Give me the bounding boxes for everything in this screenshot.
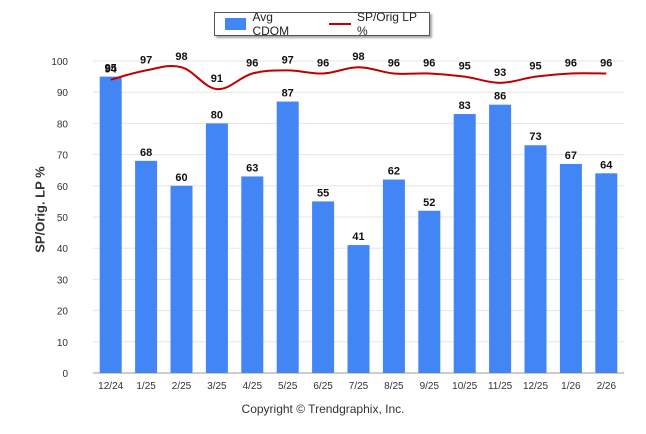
line-series (110, 64, 607, 91)
line-label-5: 97 (282, 54, 294, 66)
x-tick-label-12: 12/25 (523, 381, 548, 392)
x-tick-label-2: 2/25 (172, 381, 192, 392)
bar-6 (312, 201, 335, 373)
legend-swatch-bars (225, 18, 247, 30)
legend-item-line[interactable]: SP/Orig LP % (329, 10, 429, 38)
legend-label-line: SP/Orig LP % (356, 10, 417, 38)
x-tick-label-7: 7/25 (349, 381, 369, 392)
bar-13 (559, 163, 582, 373)
line-label-6: 96 (317, 57, 329, 69)
y-tick-label-20: 20 (57, 307, 69, 318)
bar-11 (489, 104, 512, 374)
line-label-3: 91 (211, 73, 223, 85)
y-tick-label-40: 40 (57, 244, 69, 255)
y-tick-label-100: 100 (51, 57, 68, 68)
bar-label-2: 60 (175, 172, 187, 184)
line-label-12: 95 (529, 61, 541, 73)
x-tick-label-6: 6/25 (313, 381, 333, 392)
x-tick-label-9: 9/25 (420, 381, 440, 392)
bar-label-0: 95 (105, 63, 117, 75)
bar-10 (453, 114, 476, 373)
x-tick-label-4: 4/25 (243, 381, 263, 392)
bar-label-6: 55 (317, 187, 329, 199)
bar-label-7: 41 (352, 231, 364, 243)
bar-label-13: 67 (565, 150, 577, 162)
y-tick-label-90: 90 (57, 88, 69, 99)
bar-14 (595, 173, 618, 373)
bar-2 (170, 185, 193, 373)
line-label-11: 93 (494, 67, 506, 79)
x-tick-label-8: 8/25 (384, 381, 404, 392)
x-tick-label-1: 1/25 (136, 381, 156, 392)
line-label-13: 96 (565, 57, 577, 69)
bar-0 (99, 76, 122, 373)
y-tick-label-30: 30 (57, 275, 69, 286)
bar-3 (205, 123, 228, 374)
x-tick-label-5: 5/25 (278, 381, 298, 392)
bar-label-8: 62 (388, 166, 400, 178)
legend-item-bars[interactable]: Avg CDOM (225, 10, 311, 38)
x-tick-label-13: 1/26 (561, 381, 581, 392)
bar-label-5: 87 (282, 88, 294, 100)
bar-label-10: 83 (459, 100, 471, 112)
legend: Avg CDOM SP/Orig LP % (214, 10, 430, 38)
line-label-1: 97 (140, 54, 152, 66)
y-axis-title: SP/Orig. LP % (32, 166, 48, 253)
bar-label-14: 64 (600, 159, 613, 171)
copyright: Copyright © Trendgraphix, Inc. (241, 402, 405, 416)
bar-label-3: 80 (211, 109, 223, 121)
line-label-14: 96 (600, 57, 612, 69)
line-label-0: 94 (105, 64, 118, 76)
line-label-8: 96 (388, 57, 400, 69)
legend-label-bars: Avg CDOM (252, 10, 290, 38)
y-tick-label-10: 10 (57, 338, 69, 349)
bar-12 (524, 145, 547, 373)
bar-label-9: 52 (423, 197, 435, 209)
bar-label-11: 86 (494, 91, 506, 103)
y-tick-label-0: 0 (62, 369, 68, 380)
bar-label-1: 68 (140, 147, 152, 159)
bar-1 (135, 160, 158, 373)
x-tick-label-10: 10/25 (452, 381, 477, 392)
y-tick-label-80: 80 (57, 119, 69, 130)
x-tick-label-0: 12/24 (98, 381, 123, 392)
bar-9 (418, 210, 441, 373)
line-label-4: 96 (246, 57, 258, 69)
bar-label-12: 73 (529, 131, 541, 143)
bar-8 (382, 179, 405, 373)
x-tick-label-3: 3/25 (207, 381, 227, 392)
x-tick-label-11: 11/25 (488, 381, 513, 392)
line-label-7: 98 (352, 51, 364, 63)
bar-5 (276, 101, 299, 373)
y-tick-label-70: 70 (57, 151, 69, 162)
line-label-10: 95 (459, 61, 471, 73)
y-tick-label-50: 50 (57, 213, 69, 224)
x-tick-label-14: 2/26 (597, 381, 617, 392)
bar-7 (347, 245, 370, 373)
legend-swatch-line (329, 23, 351, 25)
line-label-2: 98 (175, 51, 187, 63)
bar-label-4: 63 (246, 162, 258, 174)
bar-4 (241, 176, 264, 373)
y-tick-label-60: 60 (57, 182, 69, 193)
line-label-9: 96 (423, 57, 435, 69)
